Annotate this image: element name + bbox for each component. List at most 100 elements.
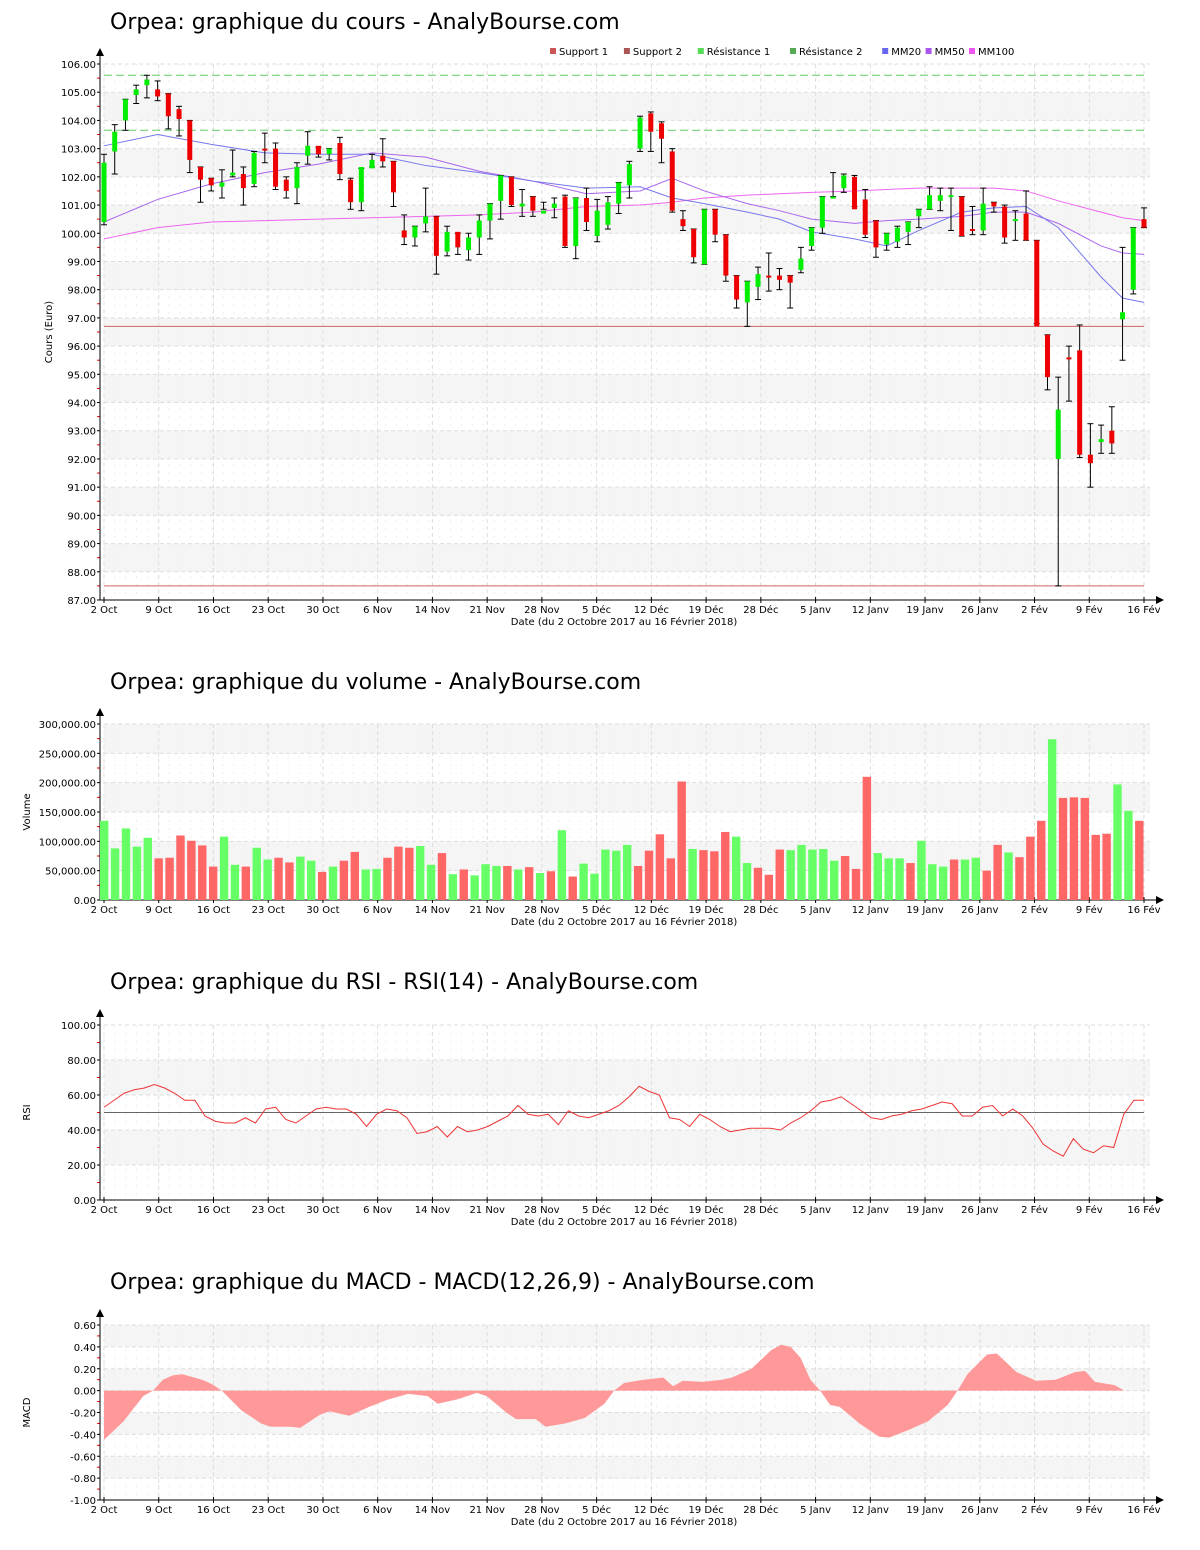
macd-x-tick-label: 12 Janv: [852, 1505, 889, 1516]
volume-bar-up: [263, 859, 272, 900]
macd-chart-block: Orpea: graphique du MACD - MACD(12,26,9)…: [0, 1240, 1200, 1550]
mm50-line: [103, 152, 1145, 255]
volume-x-tick-label: 16 Oct: [197, 905, 230, 916]
legend-label: Résistance 1: [707, 46, 770, 58]
x-axis-arrow-icon: [1156, 1196, 1164, 1204]
macd-x-tick-label: 6 Nov: [363, 1505, 392, 1516]
candle-body-up: [466, 237, 472, 251]
candle-body-up: [884, 233, 890, 245]
candle-body-down: [959, 196, 965, 237]
candle-body-down: [176, 109, 182, 120]
candle-body-down: [691, 229, 697, 258]
macd-x-axis-label: Date (du 2 Octobre 2017 au 16 Février 20…: [511, 1516, 738, 1528]
rsi-chart-block: Orpea: graphique du RSI - RSI(14) - Anal…: [0, 940, 1200, 1240]
macd-y-tick-label: -1.00: [70, 1496, 96, 1507]
candle-body-down: [680, 219, 686, 227]
macd-x-tick-label: 19 Déc: [688, 1504, 723, 1516]
candle: [390, 160, 397, 207]
candle: [626, 160, 633, 199]
candle-body-up: [605, 202, 611, 225]
volume-bar-up: [731, 836, 741, 900]
legend-swatch: [925, 48, 932, 54]
volume-bar-up: [535, 873, 545, 900]
candle-body-up: [326, 148, 332, 155]
rsi-x-tick-label: 19 Déc: [688, 1204, 723, 1216]
price-x-tick-label: 19 Janv: [906, 605, 943, 616]
legend-item: Support 2: [623, 47, 682, 58]
volume-y-tick-label: 50,000.00: [45, 867, 96, 878]
candle: [1001, 204, 1008, 244]
volume-bar-down: [906, 863, 915, 900]
grid-band: [104, 724, 1150, 754]
candle: [872, 220, 879, 258]
volume-bar-up: [110, 848, 120, 900]
candle: [476, 214, 483, 255]
volume-x-tick-label: 16 Fév: [1127, 904, 1160, 916]
candle-body-down: [337, 142, 343, 175]
macd-x-tick-label: 2 Fév: [1021, 1504, 1048, 1516]
volume-y-tick-label: 250,000.00: [39, 749, 96, 760]
candle: [787, 275, 794, 309]
volume-x-tick-label: 21 Nov: [469, 905, 505, 916]
volume-bar-up: [786, 850, 795, 900]
volume-bar-up: [415, 846, 425, 900]
candle-body-down: [508, 176, 514, 206]
grid-band: [104, 1456, 1150, 1479]
candle-body-up: [498, 175, 504, 201]
volume-bar-down: [949, 859, 959, 900]
volume-bar-up: [623, 844, 632, 900]
volume-bar-down: [699, 850, 708, 900]
candle-body-up: [122, 99, 128, 121]
candle-body-down: [380, 155, 386, 162]
candle: [819, 196, 826, 234]
candle-body-up: [755, 274, 761, 287]
legend-swatch: [882, 48, 889, 54]
legend-swatch: [969, 48, 975, 54]
candle: [1023, 190, 1030, 241]
rsi-x-tick-label: 2 Fév: [1021, 1204, 1048, 1216]
candle: [283, 176, 290, 199]
candle-body-down: [852, 176, 858, 210]
macd-x-tick-label: 9 Oct: [145, 1505, 172, 1516]
macd-x-tick-label: 16 Fév: [1127, 1504, 1160, 1516]
candle-body-up: [744, 281, 750, 303]
volume-bar-down: [524, 867, 534, 900]
candle-body-up: [916, 209, 922, 217]
candle-body-up: [701, 209, 707, 265]
rsi-x-tick-label: 2 Oct: [91, 1205, 118, 1216]
candle: [851, 174, 858, 210]
candle-body-down: [969, 229, 975, 232]
rsi-x-tick-label: 26 Janv: [961, 1205, 998, 1216]
candle: [1098, 424, 1105, 454]
volume-bar-down: [1037, 820, 1046, 900]
rsi-x-tick-label: 9 Oct: [145, 1205, 172, 1216]
price-x-tick-label: 2 Oct: [91, 605, 118, 616]
candle-body-up: [133, 89, 139, 96]
volume-x-tick-label: 23 Oct: [252, 905, 285, 916]
candle: [1076, 324, 1083, 459]
price-x-tick-label: 23 Oct: [252, 605, 285, 616]
candle: [701, 208, 708, 265]
candle: [369, 153, 376, 169]
volume-bar-down: [677, 781, 686, 900]
candle-body-down: [530, 196, 536, 211]
volume-bar-down: [1102, 833, 1111, 900]
candle: [712, 208, 719, 243]
volume-bar-down: [1015, 857, 1024, 900]
macd-x-tick-label: 12 Déc: [634, 1504, 669, 1516]
y-axis-arrow-icon: [96, 1309, 104, 1317]
candle-body-up: [830, 196, 836, 199]
volume-bar-down: [862, 776, 872, 900]
candle: [1033, 239, 1040, 327]
volume-x-tick-label: 19 Déc: [688, 904, 723, 916]
rsi-x-tick-label: 12 Déc: [634, 1204, 669, 1216]
price-x-tick-label: 2 Fév: [1021, 604, 1048, 616]
candle-body-down: [1087, 454, 1093, 464]
price-y-tick-label: 99.00: [67, 257, 96, 268]
candle-body-down: [669, 151, 675, 211]
candle-body-down: [776, 275, 782, 280]
volume-x-tick-label: 9 Fév: [1076, 904, 1103, 916]
candle: [1044, 334, 1051, 391]
price-y-tick-label: 103.00: [61, 145, 96, 156]
candle: [240, 166, 247, 206]
